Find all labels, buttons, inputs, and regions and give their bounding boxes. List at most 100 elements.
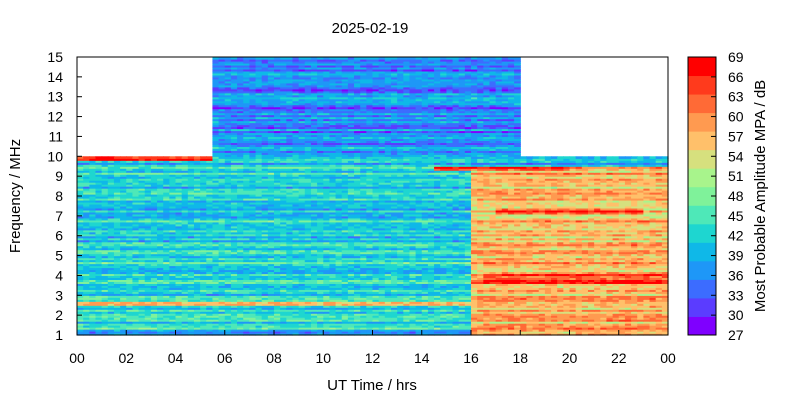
heatmap-cell: [403, 255, 411, 259]
heatmap-cell: [224, 303, 232, 306]
heatmap-cell: [193, 295, 201, 298]
heatmap-cell: [520, 283, 528, 286]
heatmap-cell: [107, 253, 115, 257]
heatmap-cell: [563, 255, 571, 259]
heatmap-cell: [347, 303, 355, 306]
heatmap-cell: [581, 333, 589, 336]
heatmap-cell: [575, 271, 583, 275]
heatmap-cell: [323, 301, 331, 304]
heatmap-cell: [286, 307, 294, 310]
heatmap-cell: [526, 311, 534, 314]
heatmap-cell: [243, 333, 250, 336]
heatmap-cell: [298, 289, 306, 292]
heatmap-cell: [532, 275, 540, 279]
heatmap-cell: [83, 303, 90, 306]
heatmap-cell: [618, 251, 626, 255]
heatmap-cell: [661, 321, 669, 324]
heatmap-cell: [360, 271, 367, 275]
heatmap-cell: [446, 253, 454, 257]
heatmap-cell: [323, 251, 331, 255]
heatmap-cell: [366, 315, 374, 318]
heatmap-cell: [323, 329, 331, 332]
heatmap-cell: [144, 297, 152, 300]
heatmap-cell: [157, 305, 164, 308]
heatmap-cell: [458, 265, 466, 269]
heatmap-cell: [489, 275, 497, 279]
heatmap-cell: [446, 331, 454, 334]
heatmap-cell: [427, 303, 435, 306]
heatmap-cell: [643, 311, 651, 314]
heatmap-cell: [612, 315, 620, 318]
heatmap-cell: [200, 261, 207, 265]
heatmap-cell: [181, 293, 189, 296]
heatmap-cell: [261, 279, 269, 282]
heatmap-cell: [618, 257, 626, 261]
heatmap-cell: [292, 323, 300, 326]
heatmap-cell: [581, 287, 589, 290]
heatmap-cell: [366, 285, 374, 288]
heatmap-cell: [563, 281, 571, 284]
heatmap-cell: [113, 301, 121, 304]
heatmap-cell: [390, 313, 398, 316]
heatmap-cell: [649, 307, 657, 310]
heatmap-cell: [347, 307, 355, 310]
heatmap-cell: [169, 285, 177, 288]
heatmap-cell: [144, 271, 152, 275]
heatmap-cell: [563, 333, 571, 336]
heatmap-cell: [606, 279, 614, 282]
heatmap-cell: [581, 283, 589, 286]
heatmap-cell: [218, 257, 226, 261]
heatmap-cell: [243, 259, 250, 263]
heatmap-cell: [144, 309, 152, 312]
heatmap-cell: [378, 311, 386, 314]
heatmap-cell: [569, 315, 577, 318]
heatmap-cell: [649, 317, 657, 320]
heatmap-cell: [132, 293, 140, 296]
heatmap-cell: [464, 261, 472, 265]
heatmap-cell: [206, 275, 214, 279]
heatmap-cell: [507, 273, 515, 277]
heatmap-cell: [514, 329, 521, 332]
heatmap-cell: [113, 271, 121, 275]
heatmap-cell: [230, 307, 238, 310]
heatmap-cell: [520, 315, 528, 318]
heatmap-cell: [243, 291, 250, 294]
heatmap-cell: [230, 257, 238, 261]
heatmap-cell: [434, 279, 441, 282]
heatmap-cell: [458, 255, 466, 259]
heatmap-cell: [95, 325, 103, 328]
heatmap-cell: [557, 273, 564, 277]
heatmap-cell: [132, 301, 140, 304]
heatmap-cell: [169, 309, 177, 312]
heatmap-cell: [477, 265, 484, 269]
heatmap-cell: [360, 275, 367, 279]
heatmap-cell: [163, 249, 170, 253]
heatmap-cell: [661, 327, 669, 330]
heatmap-cell: [477, 251, 484, 255]
heatmap-cell: [458, 303, 466, 306]
heatmap-cell: [427, 297, 435, 300]
heatmap-cell: [397, 267, 404, 271]
heatmap-cell: [612, 321, 620, 324]
heatmap-cell: [384, 305, 392, 308]
heatmap-cell: [631, 277, 638, 280]
heatmap-cell: [280, 289, 287, 292]
heatmap-cell: [224, 285, 232, 288]
heatmap-cell: [347, 277, 355, 280]
heatmap-cell: [89, 329, 97, 332]
heatmap-cell: [224, 323, 232, 326]
heatmap-cell: [224, 307, 232, 310]
heatmap-cell: [298, 283, 306, 286]
heatmap-cell: [144, 313, 152, 316]
heatmap-cell: [471, 271, 478, 275]
heatmap-cell: [169, 253, 177, 257]
heatmap-cell: [95, 265, 103, 269]
heatmap-cell: [526, 253, 534, 257]
heatmap-cell: [181, 291, 189, 294]
heatmap-cell: [581, 275, 589, 279]
heatmap-cell: [169, 305, 177, 308]
heatmap-cell: [126, 253, 134, 257]
heatmap-cell: [631, 331, 638, 334]
heatmap-cell: [83, 279, 90, 282]
heatmap-cell: [495, 285, 503, 288]
